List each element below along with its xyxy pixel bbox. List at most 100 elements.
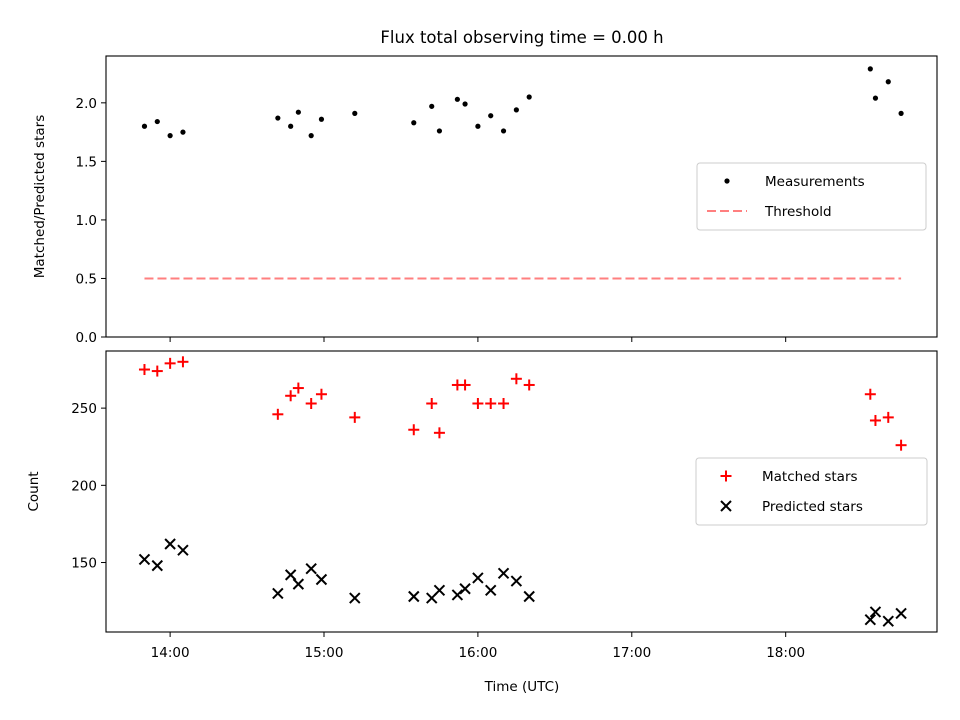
- legend-label: Predicted stars: [762, 499, 863, 515]
- data-point: [308, 133, 314, 139]
- chart-title: Flux total observing time = 0.00 h: [380, 28, 663, 47]
- axes-frame: [105, 55, 938, 338]
- x-tick-label: 16:00: [458, 645, 497, 661]
- data-point: [288, 123, 294, 129]
- data-point: [408, 424, 420, 436]
- data-point: [459, 583, 471, 595]
- data-point: [180, 129, 186, 135]
- y-tick-label: 2.0: [76, 96, 97, 112]
- data-point: [864, 388, 876, 400]
- data-point: [164, 357, 176, 369]
- data-point: [315, 388, 327, 400]
- data-point: [349, 592, 361, 604]
- data-point: [864, 613, 877, 626]
- data-point: [454, 96, 460, 102]
- data-point: [177, 356, 189, 368]
- data-point: [164, 538, 176, 550]
- y-tick-label: 250: [71, 401, 97, 417]
- data-point: [867, 66, 873, 72]
- data-point: [872, 95, 879, 101]
- data-point: [154, 118, 160, 125]
- y-tick-label: 1.0: [76, 213, 97, 229]
- data-point: [151, 559, 164, 572]
- x-tick-label: 14:00: [151, 645, 190, 661]
- data-point: [285, 390, 297, 402]
- series-predicted-stars: [138, 538, 907, 627]
- y-axis-label: Count: [26, 471, 42, 511]
- data-point: [138, 553, 151, 566]
- data-point: [500, 128, 507, 134]
- legend-label: Threshold: [764, 204, 832, 220]
- data-point: [429, 103, 435, 109]
- data-point: [352, 110, 358, 116]
- data-point: [895, 607, 907, 620]
- data-point: [882, 411, 894, 423]
- data-point: [510, 373, 522, 385]
- x-tick-label: 18:00: [766, 645, 805, 661]
- legend-label: Measurements: [765, 174, 865, 190]
- data-point: [292, 578, 305, 590]
- data-point: [167, 133, 173, 139]
- data-point: [305, 397, 317, 409]
- y-tick-label: 0.5: [76, 271, 97, 287]
- data-point: [869, 606, 882, 618]
- data-point: [451, 589, 464, 601]
- data-point: [433, 584, 446, 597]
- data-point: [462, 101, 468, 107]
- data-point: [488, 113, 494, 119]
- data-point: [272, 408, 284, 420]
- data-point: [485, 397, 497, 409]
- data-point: [177, 544, 189, 556]
- legend-box: [696, 162, 927, 231]
- data-point: [408, 590, 420, 603]
- series-measurements: [141, 66, 904, 139]
- data-point: [426, 397, 438, 409]
- data-point: [523, 590, 535, 603]
- legend-box: [695, 457, 928, 526]
- data-point: [151, 365, 163, 377]
- data-point: [526, 94, 532, 100]
- data-point: [141, 123, 148, 129]
- top-panel: 0.0 0.5 1.0 1.5 2.0 Matched/Predicted stars Me…: [32, 55, 938, 346]
- bottom-panel: 150 200 250 14:00 15:00 16:00 17:00 18:00 Count M…: [26, 350, 938, 661]
- legend: Measurements Threshold: [696, 162, 927, 231]
- data-point: [475, 123, 481, 129]
- series-matched-stars: [138, 356, 907, 451]
- data-point: [284, 569, 297, 581]
- data-point: [295, 109, 301, 115]
- legend-marker: [720, 470, 732, 482]
- data-point: [272, 587, 284, 600]
- data-point: [510, 575, 523, 587]
- x-axis-label: Time (UTC): [484, 679, 560, 695]
- data-point: [318, 116, 325, 122]
- data-point: [305, 562, 317, 575]
- data-point: [433, 427, 445, 439]
- data-point: [138, 364, 150, 376]
- legend: Matched stars Predicted stars: [695, 457, 928, 526]
- data-point: [485, 584, 497, 597]
- data-point: [349, 411, 361, 423]
- axes-frame: [105, 350, 938, 633]
- data-point: [498, 397, 510, 409]
- x-tick-label: 17:00: [612, 645, 651, 661]
- data-point: [315, 573, 328, 586]
- data-point: [513, 107, 519, 113]
- x-tick-label: 15:00: [305, 645, 344, 661]
- data-point: [895, 439, 907, 451]
- y-tick-label: 150: [71, 556, 97, 572]
- data-point: [459, 379, 471, 391]
- data-point: [472, 397, 484, 409]
- data-point: [882, 615, 894, 627]
- legend-marker: [724, 178, 730, 184]
- data-point: [292, 382, 304, 394]
- data-point: [898, 110, 904, 116]
- data-point: [436, 128, 443, 134]
- data-point: [497, 567, 510, 580]
- y-tick-label: 1.5: [76, 154, 97, 170]
- legend-label: Matched stars: [762, 469, 858, 485]
- data-point: [885, 79, 891, 85]
- legend-marker: [720, 500, 732, 512]
- data-point: [275, 115, 281, 121]
